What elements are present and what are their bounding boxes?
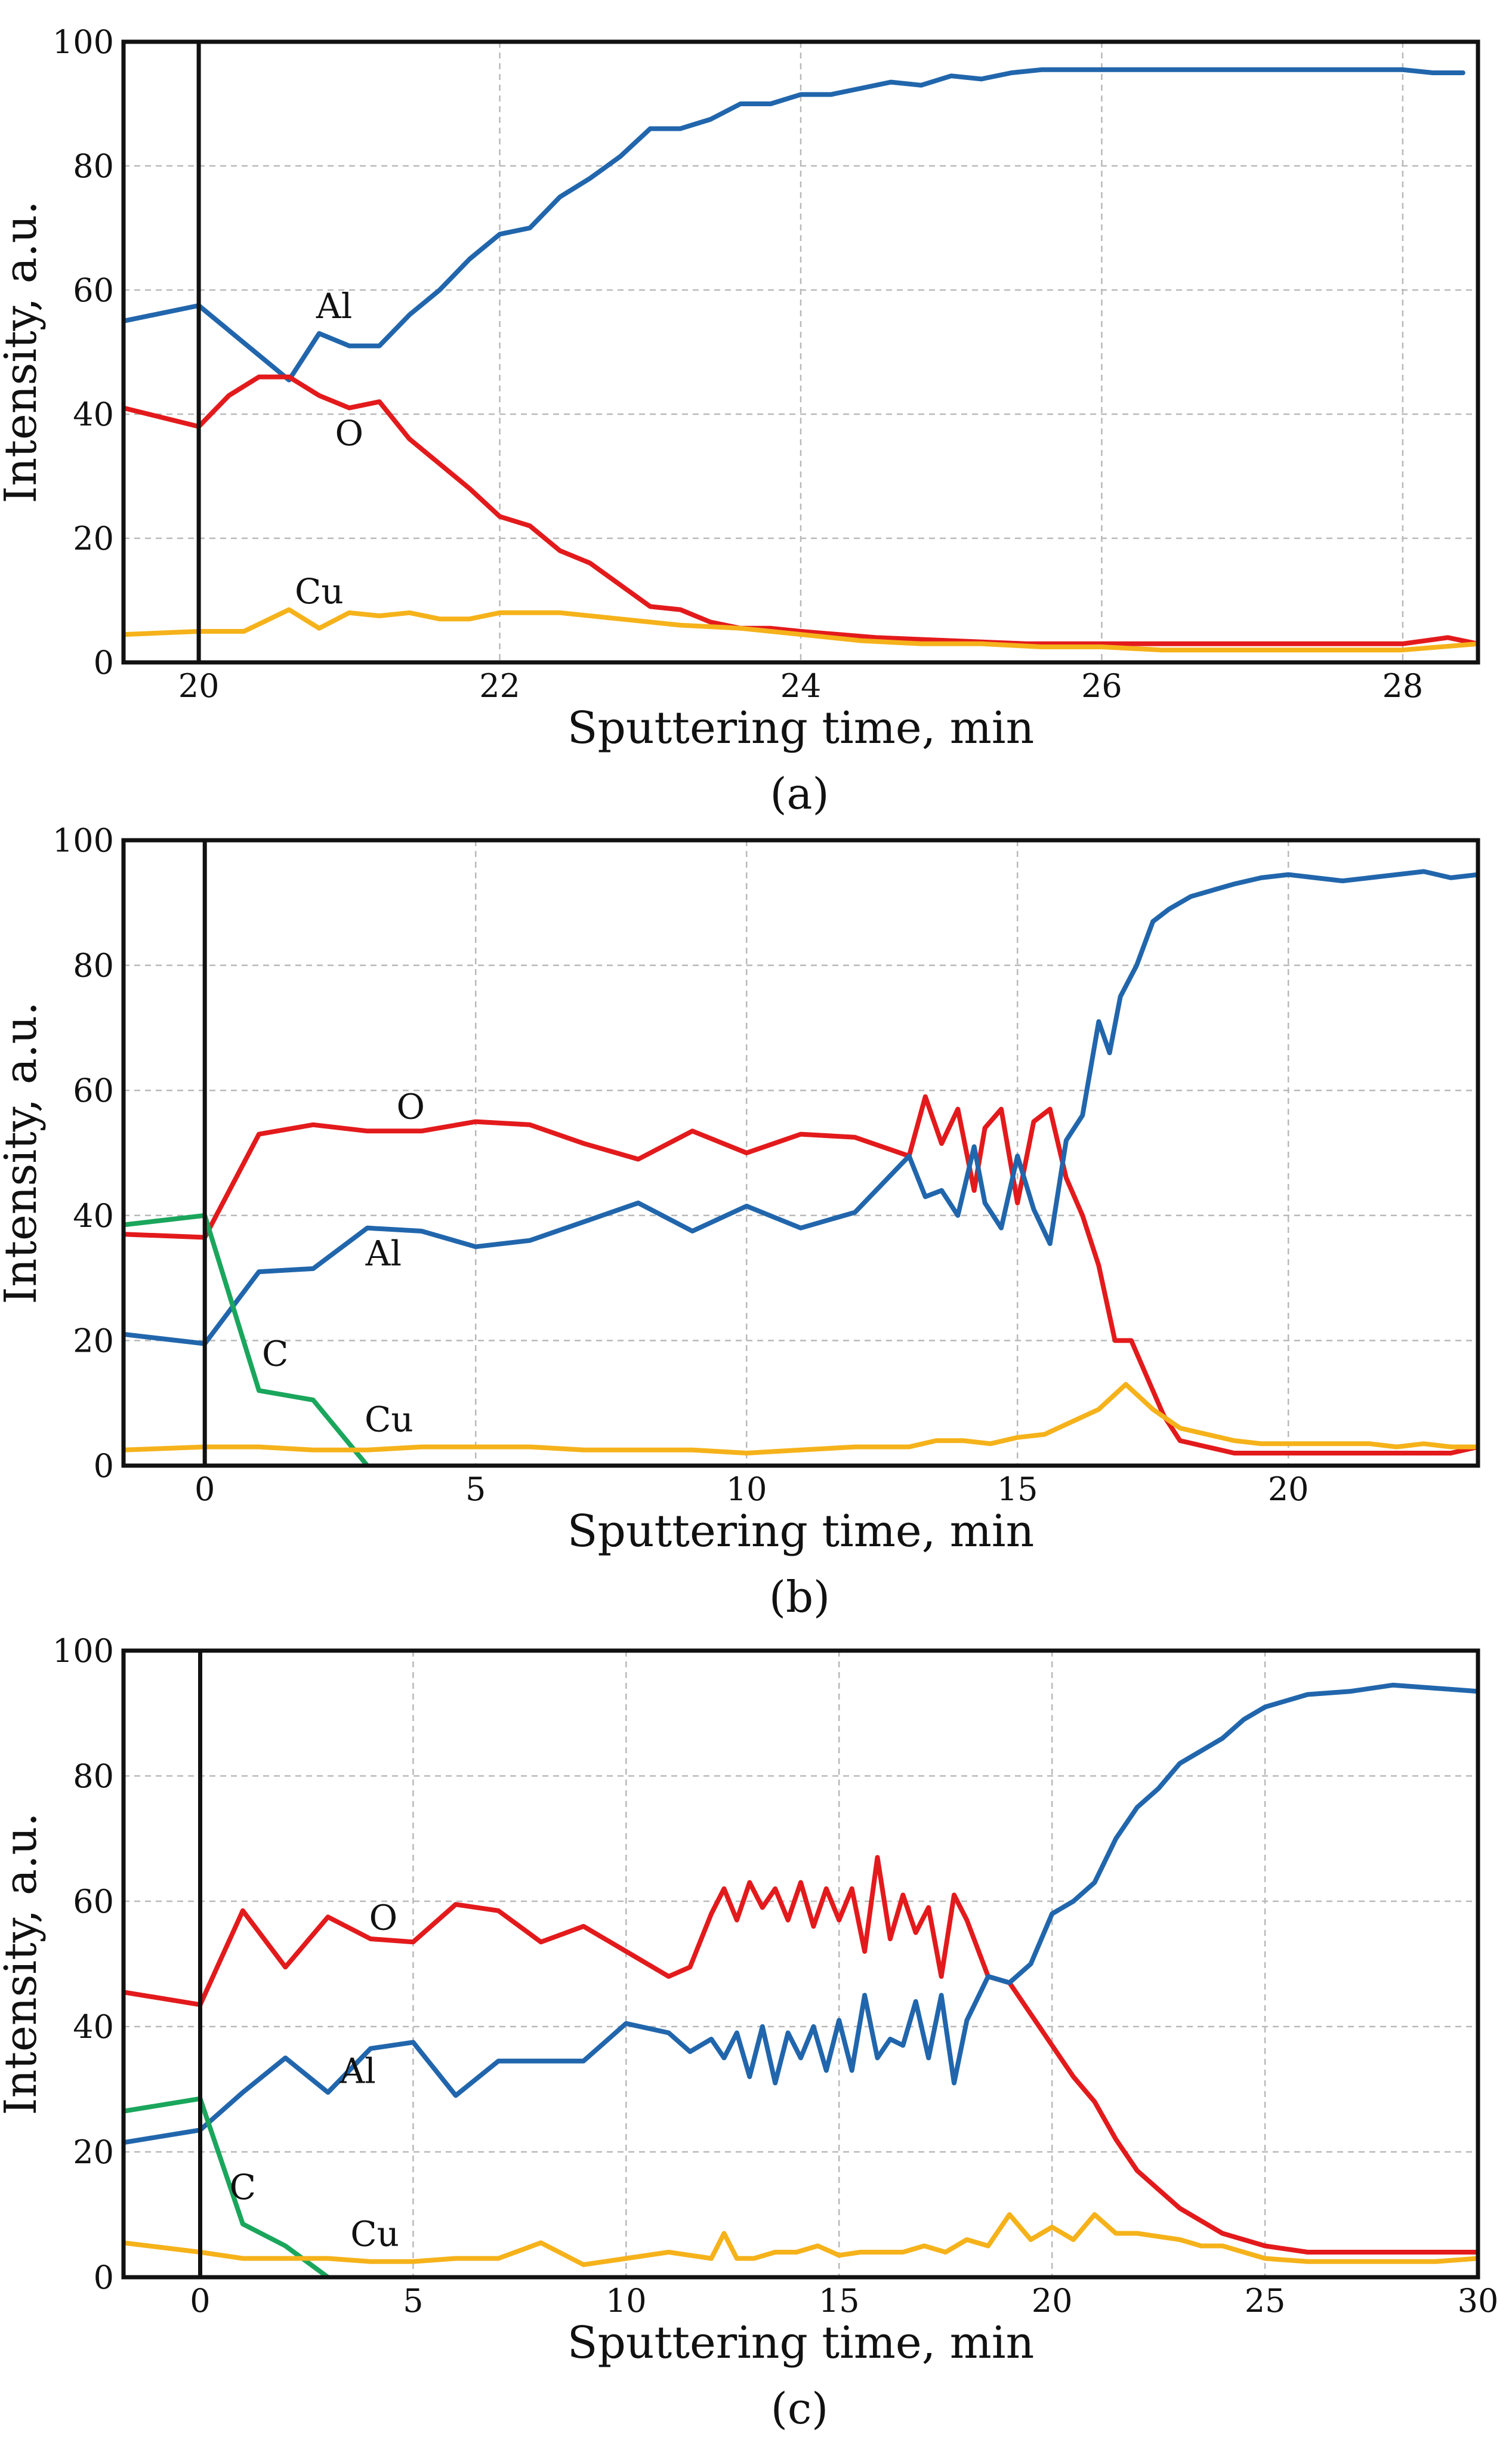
series-label-cu: Cu bbox=[365, 1399, 413, 1439]
x-axis-label: Sputtering time, min bbox=[567, 702, 1035, 754]
x-tick-label: 5 bbox=[465, 1470, 486, 1508]
series-label-al: Al bbox=[365, 1233, 402, 1274]
series-line-o bbox=[124, 374, 1478, 646]
y-tick-label: 20 bbox=[73, 1322, 114, 1359]
x-tick-label: 5 bbox=[403, 2282, 423, 2320]
series-group bbox=[124, 869, 1478, 1466]
x-tick-label: 0 bbox=[190, 2282, 210, 2320]
series-label-o: O bbox=[369, 1897, 398, 1938]
y-axis-label: Intensity, a.u. bbox=[0, 201, 47, 503]
y-tick-label: 80 bbox=[73, 1757, 114, 1795]
x-axis-label: Sputtering time, min bbox=[567, 2317, 1035, 2369]
panel-caption: (c) bbox=[771, 2383, 829, 2434]
y-tick-label: 60 bbox=[73, 1072, 114, 1109]
series-group bbox=[124, 1682, 1478, 2277]
series-line-cu bbox=[124, 607, 1478, 653]
y-tick-label: 100 bbox=[53, 822, 114, 859]
series-line-al bbox=[124, 1682, 1478, 2145]
chart-panel-1: Al O Cu 20 22 24 26 28 0 20 40 60 80 100 Sputtering ti… bbox=[0, 23, 1480, 819]
y-tick-label: 80 bbox=[73, 147, 114, 185]
series-line-al bbox=[124, 67, 1465, 383]
x-axis-label: Sputtering time, min bbox=[567, 1506, 1035, 1557]
x-tick-label: 0 bbox=[195, 1470, 215, 1508]
x-tick-label: 28 bbox=[1383, 667, 1424, 705]
y-axis-label: Intensity, a.u. bbox=[0, 1812, 47, 2115]
series-label-al: Al bbox=[339, 2051, 375, 2092]
series-label-o: O bbox=[335, 413, 364, 454]
series-group bbox=[124, 67, 1478, 653]
series-label-c: C bbox=[230, 2167, 256, 2207]
chart-panel-3: O Al C Cu 0 5 10 15 20 25 30 0 20 40 60 80 100 Sputtering… bbox=[0, 1632, 1498, 2434]
plot-frame bbox=[121, 1648, 1480, 2280]
series-label-cu: Cu bbox=[350, 2214, 399, 2255]
x-tick-label: 30 bbox=[1458, 2282, 1499, 2320]
y-tick-label: 0 bbox=[94, 644, 114, 681]
chart-panel-2: O Al C Cu 0 5 10 15 20 0 20 40 60 80 100 Sputtering tim… bbox=[0, 822, 1480, 1622]
x-tick-label: 20 bbox=[1268, 1470, 1309, 1508]
panel-caption: (b) bbox=[769, 1572, 830, 1622]
y-tick-label: 60 bbox=[73, 272, 114, 309]
series-label-al: Al bbox=[316, 286, 352, 326]
x-tick-label: 20 bbox=[1032, 2282, 1073, 2320]
series-line-o bbox=[124, 1855, 1478, 2255]
y-tick-label: 100 bbox=[53, 1632, 114, 1670]
y-tick-label: 100 bbox=[53, 23, 114, 61]
plot-frame bbox=[121, 838, 1480, 1468]
series-line-c bbox=[124, 2096, 331, 2277]
y-tick-label: 40 bbox=[73, 2008, 114, 2046]
y-tick-label: 20 bbox=[73, 520, 114, 557]
series-line-c bbox=[124, 1213, 370, 1466]
series-line-o bbox=[124, 1094, 1478, 1455]
x-tick-label: 15 bbox=[997, 1470, 1038, 1508]
y-tick-label: 60 bbox=[73, 1883, 114, 1920]
series-label-c: C bbox=[262, 1333, 288, 1374]
series-label-cu: Cu bbox=[295, 571, 344, 612]
panel-caption: (a) bbox=[770, 769, 829, 819]
y-tick-label: 40 bbox=[73, 396, 114, 433]
x-tick-label: 10 bbox=[606, 2282, 647, 2320]
y-tick-label: 80 bbox=[73, 947, 114, 985]
x-tick-label: 20 bbox=[178, 667, 220, 705]
y-tick-label: 0 bbox=[94, 2259, 114, 2296]
y-tick-label: 40 bbox=[73, 1197, 114, 1235]
series-label-o: O bbox=[396, 1086, 425, 1127]
x-tick-label: 10 bbox=[726, 1470, 767, 1508]
y-axis-label: Intensity, a.u. bbox=[0, 1001, 47, 1304]
x-tick-label: 15 bbox=[819, 2282, 860, 2320]
x-tick-label: 24 bbox=[780, 667, 822, 705]
y-tick-label: 20 bbox=[73, 2133, 114, 2171]
x-tick-label: 22 bbox=[479, 667, 520, 705]
x-tick-label: 25 bbox=[1245, 2282, 1286, 2320]
y-tick-label: 0 bbox=[94, 1447, 114, 1485]
series-line-cu bbox=[124, 2212, 1478, 2267]
series-line-al bbox=[124, 869, 1478, 1346]
plot-frame bbox=[121, 39, 1480, 665]
x-tick-label: 26 bbox=[1081, 667, 1122, 705]
series-line-cu bbox=[124, 1381, 1478, 1455]
